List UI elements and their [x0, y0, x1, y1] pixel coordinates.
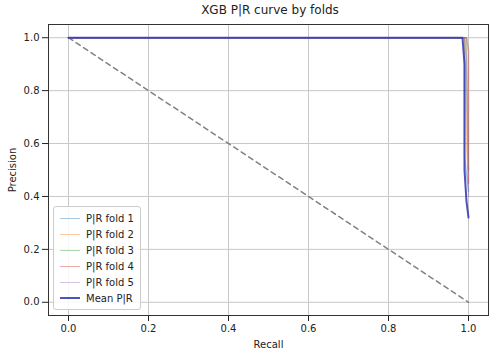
- svg-text:0.6: 0.6: [301, 323, 317, 334]
- html-text:P|R fold 4: P|R fold 4: [86, 260, 134, 272]
- svg-text:0.0: 0.0: [24, 296, 40, 307]
- svg-text:0.8: 0.8: [381, 323, 397, 334]
- html-text:XGB P|R curve by folds: XGB P|R curve by folds: [201, 3, 339, 17]
- html-text:P|R fold 2: P|R fold 2: [86, 228, 134, 240]
- html-text:P|R fold 1: P|R fold 1: [86, 212, 134, 224]
- svg-text:0.8: 0.8: [24, 85, 40, 96]
- svg-text:1.0: 1.0: [461, 323, 477, 334]
- html-text:P|R fold 3: P|R fold 3: [86, 244, 134, 256]
- svg-text:0.6: 0.6: [24, 138, 40, 149]
- svg-text:0.2: 0.2: [141, 323, 157, 334]
- svg-text:Precision: Precision: [7, 148, 18, 193]
- svg-text:0.0: 0.0: [61, 323, 77, 334]
- html-text:Mean P|R: Mean P|R: [86, 292, 133, 304]
- html-text:P|R fold 5: P|R fold 5: [86, 276, 134, 288]
- svg-text:1.0: 1.0: [24, 32, 40, 43]
- svg-text:0.2: 0.2: [24, 244, 40, 255]
- svg-text:0.4: 0.4: [221, 323, 237, 334]
- svg-text:Recall: Recall: [254, 339, 284, 350]
- svg-text:0.4: 0.4: [24, 191, 40, 202]
